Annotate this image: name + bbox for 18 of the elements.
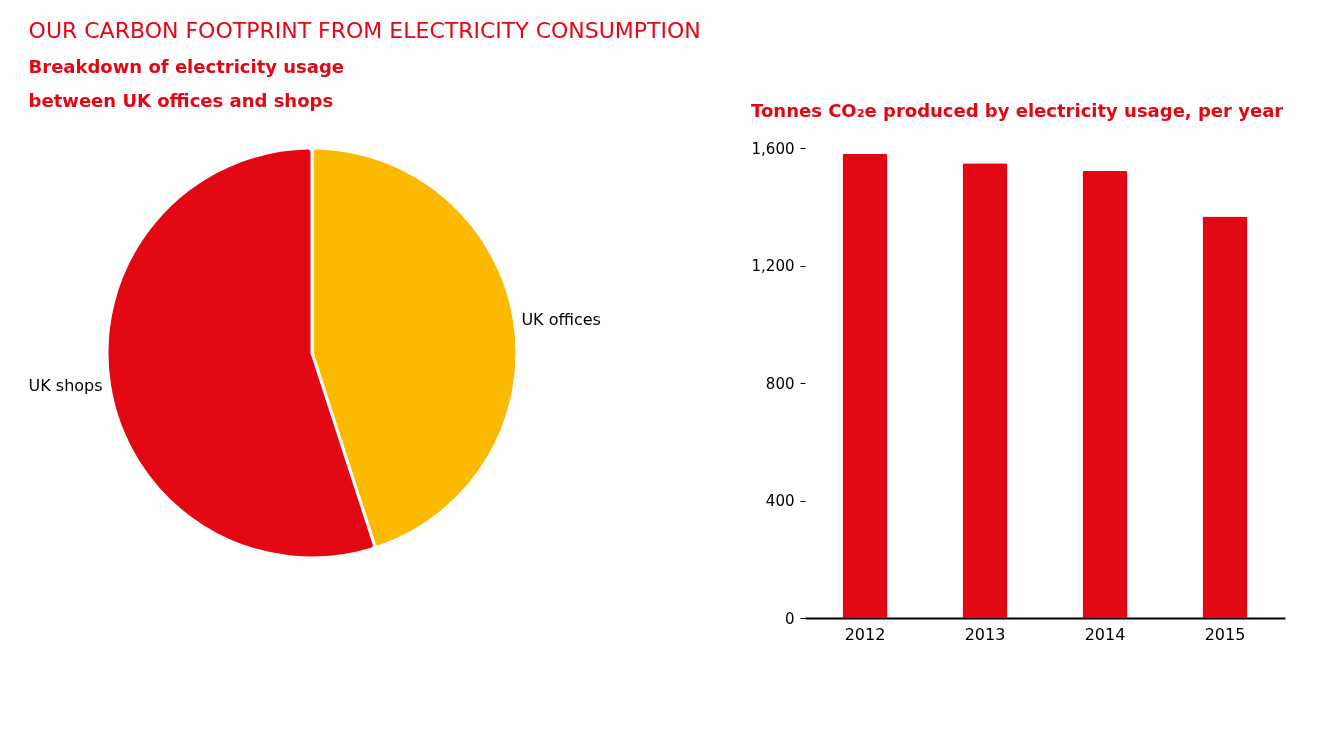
x-tick-label: 2014 [1084, 624, 1126, 644]
bar [842, 153, 888, 618]
slice-label: UK shops [28, 376, 103, 396]
bar [962, 163, 1008, 618]
slice-label: UK offices [521, 309, 601, 329]
y-tick-label: 0 [784, 609, 795, 628]
x-tick-label: 2015 [1204, 624, 1246, 644]
chart-subtitle: Breakdown of electricity usage between UK offices and shops [28, 56, 345, 112]
bar [1202, 216, 1248, 618]
chart-title: OUR CARBON FOOTPRINT FROM ELECTRICITY CONSUMPTION [28, 18, 701, 44]
y-tick-label: 1,200 [751, 257, 795, 275]
y-tick-label: 400 [765, 492, 795, 510]
chart-title: Tonnes CO₂e produced by electricity usage, per year [751, 100, 1284, 121]
x-tick-label: 2013 [964, 624, 1006, 644]
y-tick-label: 1,600 [751, 139, 795, 158]
x-tick-label: 2012 [844, 624, 886, 644]
bar [1082, 170, 1128, 618]
y-tick-label: 800 [765, 374, 795, 393]
